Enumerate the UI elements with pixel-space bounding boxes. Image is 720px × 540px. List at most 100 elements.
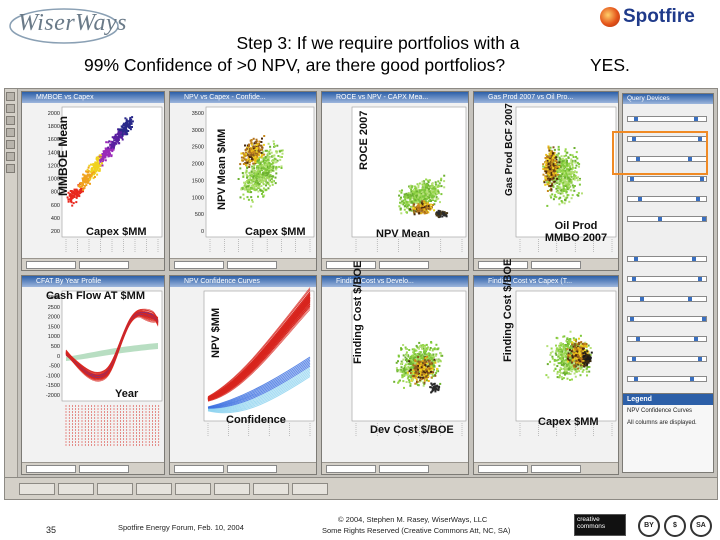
data-point [549,360,552,363]
data-point [251,199,254,202]
plot-area[interactable]: 3500 3000 2500 2000 1500 1000 500 0 [170,103,316,258]
panel-findingcost-capex[interactable]: Finding Cost vs Capex (T... [473,275,619,475]
data-point [104,156,107,159]
panel-cashflow-year[interactable]: CFAT By Year Profile 3000 2500 2000 1500 100… [21,275,165,475]
plot-area[interactable] [474,103,618,258]
data-point [585,367,588,370]
axis-selector[interactable] [531,260,581,269]
range-slider[interactable] [627,108,707,126]
axis-selector[interactable] [379,464,429,473]
toolbar-tab[interactable] [97,482,133,495]
data-point [401,376,404,379]
axis-selector[interactable] [174,260,224,269]
data-point [569,175,572,177]
range-slider[interactable] [627,268,707,286]
line-plot[interactable]: 300025002000150010005000-500-1000-1500-2… [22,287,165,464]
panel-findingcost-devcost[interactable]: Finding Cost vs Develo... [321,275,469,475]
toolbar-button[interactable] [6,116,15,125]
plot-area[interactable]: 2000 1800 1600 1400 1200 1000 800 600 400 200 [22,103,164,258]
data-point [405,366,408,369]
data-point [564,148,567,151]
data-point [112,137,115,140]
range-slider[interactable] [627,328,707,346]
range-slider[interactable] [627,368,707,386]
panel-gasprod-oilprod[interactable]: Gas Prod 2007 vs Oil Pro... [473,91,619,271]
data-point [423,205,426,208]
plot-area[interactable] [170,287,316,462]
plot-area[interactable] [322,287,468,462]
axis-selector[interactable] [227,464,277,473]
axis-selector[interactable] [326,260,376,269]
toolbar-button[interactable] [6,152,15,161]
data-point [572,337,575,340]
toolbar-button[interactable] [6,128,15,137]
axis-selector[interactable] [478,260,528,269]
creative-commons-badge[interactable]: creative commons BY $ SA [574,514,714,538]
data-point [408,349,411,351]
axis-selector[interactable] [79,260,129,269]
data-point [266,172,269,174]
y-tick-label: 2000 [48,111,60,117]
range-slider[interactable] [627,188,707,206]
data-point [70,198,73,201]
axis-selector[interactable] [478,464,528,473]
scatter-plot[interactable] [474,103,619,260]
scatter-plot[interactable] [474,287,619,464]
axis-selector[interactable] [174,464,224,473]
range-slider[interactable] [627,348,707,366]
toolbar-tab[interactable] [175,482,211,495]
toolbar-button[interactable] [6,92,15,101]
data-point [559,357,561,360]
toolbar-button[interactable] [6,164,15,173]
panel-npv-confidence[interactable]: NPV Confidence Curves [169,275,317,475]
range-slider[interactable] [627,288,707,306]
plot-area[interactable] [322,103,468,258]
range-slider[interactable] [627,308,707,326]
toolbar-tab[interactable] [292,482,328,495]
panel-mmboe-capex[interactable]: MMBOE vs Capex 2000 1800 1600 1400 1200 1000 8… [21,91,165,271]
panel-roce-npv[interactable]: ROCE vs NPV - CAPX Mea... [321,91,469,271]
panel-footer [474,258,618,270]
panel-npv-capex[interactable]: NPV vs Capex - Confide... 3500 3000 2500 20… [169,91,317,271]
data-point [275,161,278,164]
data-point [257,190,260,193]
data-point [590,351,593,354]
toolbar-tab[interactable] [253,482,289,495]
line-plot[interactable] [170,287,317,464]
toolbar-tab[interactable] [214,482,250,495]
plot-area[interactable]: 3000 2500 2000 1500 1000 500 0 -500 -1000 -1500 -2… [22,287,164,462]
plot-area[interactable] [474,287,618,462]
axis-selector[interactable] [531,464,581,473]
data-point [563,335,566,338]
data-point [112,146,115,149]
axis-selector[interactable] [26,260,76,269]
data-point [118,134,121,137]
data-point [426,369,429,372]
data-point [423,381,426,384]
toolbar-button[interactable] [6,140,15,149]
scatter-plot[interactable] [322,103,469,260]
query-devices-panel[interactable]: Query Devices [622,93,714,415]
data-point [252,154,255,157]
toolbar-tab[interactable] [58,482,94,495]
axis-selector[interactable] [227,260,277,269]
range-slider[interactable] [627,248,707,266]
data-point [76,190,79,193]
axis-selector[interactable] [326,464,376,473]
data-point [585,345,588,348]
toolbar-button[interactable] [6,104,15,113]
axis-selector[interactable] [79,464,129,473]
scatter-plot[interactable] [322,287,469,464]
range-slider-highlighted[interactable] [627,208,707,226]
data-point [281,152,284,155]
data-point [79,182,82,185]
range-slider[interactable] [627,168,707,186]
data-point [571,159,574,162]
toolbar-tab[interactable] [19,482,55,495]
toolbar-tab[interactable] [136,482,172,495]
data-point [562,353,565,356]
axis-selector[interactable] [379,260,429,269]
axis-selector[interactable] [26,464,76,473]
